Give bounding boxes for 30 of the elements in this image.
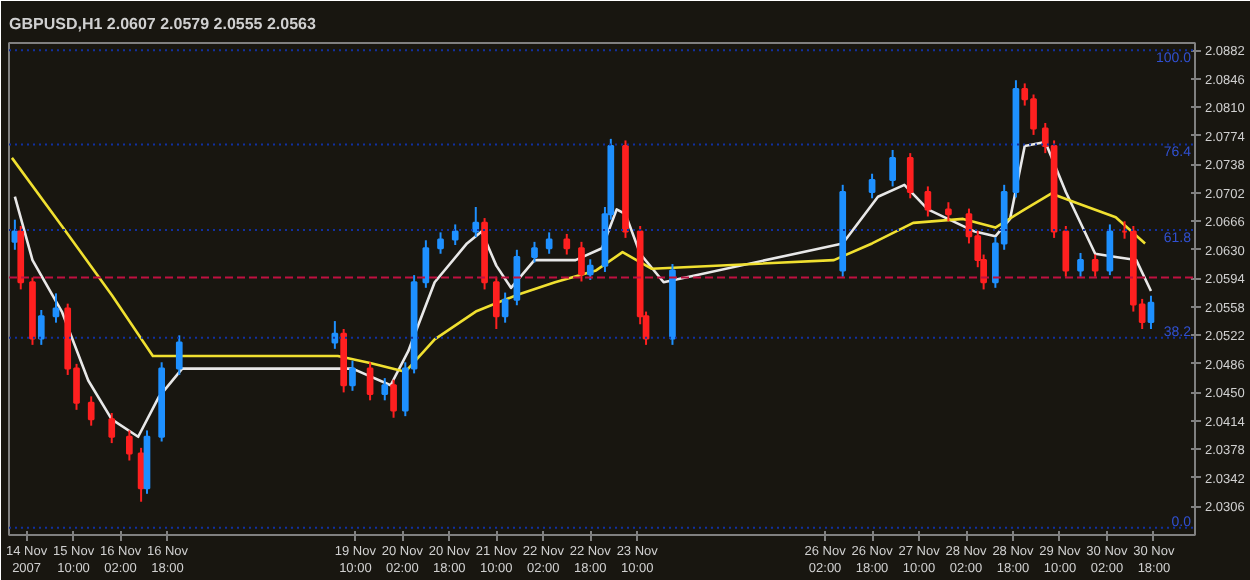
candlestick: [531, 240, 538, 264]
candlestick: [545, 231, 553, 255]
candlestick: [945, 201, 952, 223]
candlestick: [126, 429, 133, 462]
candlestick: [1091, 253, 1099, 278]
candlestick: [586, 258, 594, 281]
candlestick: [366, 361, 374, 402]
candlestick: [868, 172, 876, 200]
candlestick: [437, 231, 444, 255]
chart-title: GBPUSD,H1 2.0607 2.0579 2.0555 2.0563: [9, 15, 317, 33]
candlestick: [52, 292, 60, 324]
candlestick: [906, 152, 914, 200]
candlestick: [563, 232, 571, 256]
candlestick: [381, 377, 389, 402]
candlestick: [349, 359, 356, 392]
candlestick: [37, 309, 45, 346]
candlestick: [578, 240, 585, 283]
candlestick: [889, 148, 896, 188]
candlestick: [451, 223, 459, 247]
candlestick: [1147, 294, 1155, 331]
candlestick: [1077, 251, 1084, 278]
candlestick: [87, 395, 95, 427]
candlestick: [137, 446, 145, 503]
candlestick: [924, 185, 932, 218]
candlestick: [108, 411, 116, 445]
candlestick: [390, 378, 397, 419]
candlestick: [175, 334, 183, 376]
candlestick: [492, 275, 500, 331]
candlestick: [1062, 225, 1070, 278]
candlestick: [472, 206, 480, 239]
